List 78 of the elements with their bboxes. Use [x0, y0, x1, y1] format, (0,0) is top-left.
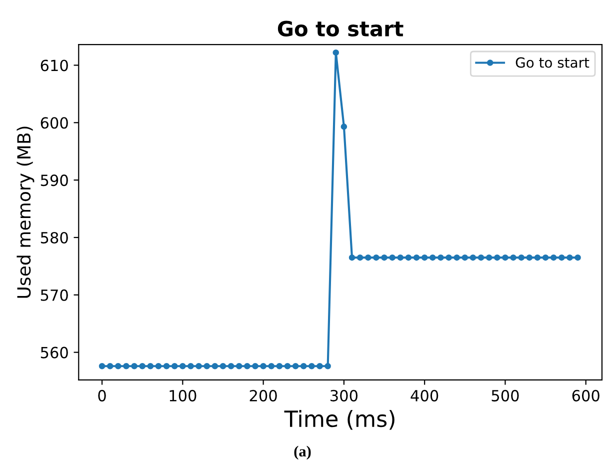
point: [381, 254, 388, 261]
point: [171, 362, 178, 370]
y-tick-label: 580: [40, 232, 68, 244]
point: [348, 254, 356, 261]
point: [470, 254, 476, 261]
point: [244, 362, 250, 370]
point: [196, 362, 202, 370]
point: [574, 254, 581, 261]
y-tick-label: 600: [40, 117, 68, 129]
point: [300, 362, 307, 370]
chart-title: Go to start: [278, 20, 404, 37]
point: [147, 362, 154, 370]
point: [542, 254, 549, 261]
point: [236, 362, 242, 370]
point: [446, 254, 452, 261]
x-tick-label: 300: [330, 390, 358, 402]
point: [284, 362, 291, 370]
point: [139, 362, 146, 370]
y-tick-label: 570: [40, 289, 68, 301]
point: [494, 254, 500, 261]
point: [276, 362, 283, 370]
point: [365, 254, 372, 261]
point: [340, 124, 348, 130]
point: [534, 254, 541, 261]
point: [373, 254, 380, 261]
text: (a): [294, 446, 311, 460]
point: [510, 254, 516, 261]
point: [454, 254, 460, 261]
point: [462, 254, 468, 261]
point: [502, 254, 508, 261]
point: [518, 254, 524, 261]
point: [123, 362, 130, 370]
point: [478, 254, 484, 261]
y-tick-label: 610: [40, 60, 68, 72]
point: [252, 362, 258, 370]
point: [98, 362, 106, 370]
x-tick-label: 0: [98, 390, 106, 402]
point: [106, 362, 114, 370]
point: [212, 362, 218, 370]
point: [558, 254, 565, 261]
y-axis-title: Used memory (MB): [16, 126, 34, 298]
point: [188, 362, 194, 370]
point: [438, 254, 444, 261]
point: [260, 362, 266, 370]
point: [397, 254, 404, 261]
point: [421, 254, 428, 261]
point: [131, 362, 138, 370]
point: [163, 362, 170, 370]
point: [526, 254, 533, 261]
point: [204, 362, 210, 370]
y-tick-label: 560: [40, 346, 68, 358]
x-tick-label: 500: [492, 390, 519, 402]
point: [316, 362, 323, 370]
point: [220, 362, 226, 370]
point: [292, 362, 299, 370]
point: [115, 362, 122, 370]
point: [413, 254, 420, 261]
point: [356, 254, 364, 261]
point: [550, 254, 557, 261]
point: [180, 362, 186, 370]
legend-label: Go to start: [516, 57, 590, 68]
x-axis-title: Time (ms): [284, 410, 394, 430]
point: [155, 362, 162, 370]
point: [228, 362, 234, 370]
x-tick-label: 200: [250, 390, 277, 402]
x-tick-label: 100: [170, 390, 196, 402]
x-tick-label: 600: [572, 390, 600, 402]
point: [486, 254, 492, 261]
y-tick-label: 590: [40, 174, 68, 186]
point: [389, 254, 396, 261]
point: [268, 362, 274, 370]
point: [308, 362, 315, 370]
point: [332, 49, 340, 56]
point: [430, 254, 436, 261]
point: [566, 254, 573, 261]
x-tick-label: 400: [410, 390, 438, 402]
point: [324, 362, 331, 370]
point: [405, 254, 412, 261]
